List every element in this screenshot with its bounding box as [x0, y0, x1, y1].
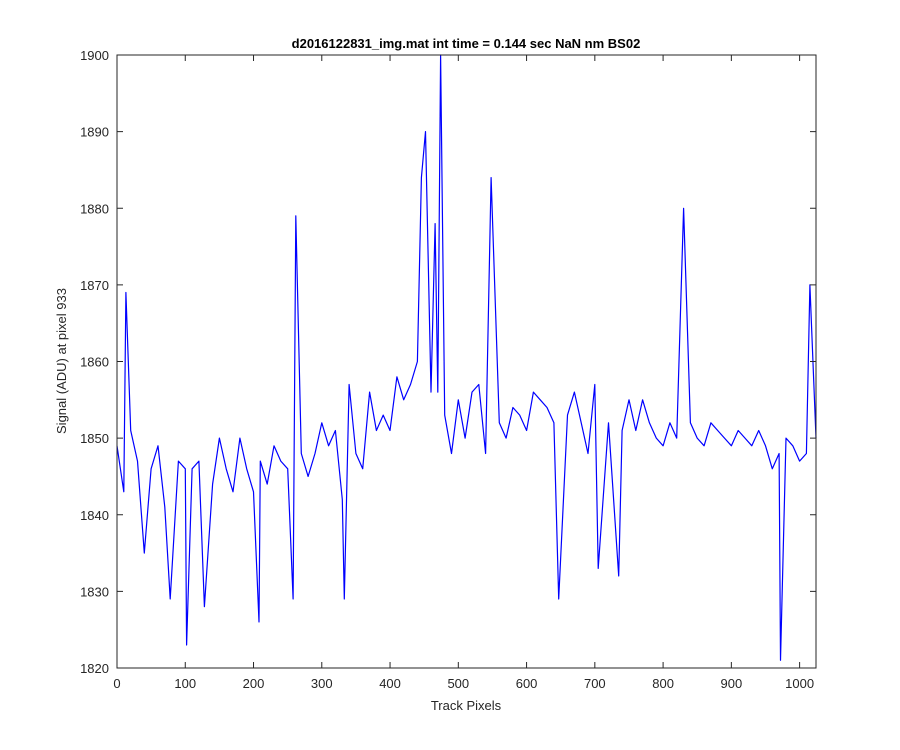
- x-tick-label-0: 0: [113, 676, 120, 691]
- y-tick-label-5: 1870: [80, 278, 109, 293]
- y-axis-label: Signal (ADU) at pixel 933: [54, 288, 69, 434]
- y-tick-label-6: 1880: [80, 201, 109, 216]
- x-tick-label-6: 600: [516, 676, 538, 691]
- x-tick-label-2: 200: [243, 676, 265, 691]
- chart-title: d2016122831_img.mat int time = 0.144 sec…: [292, 36, 641, 51]
- y-tick-label-8: 1900: [80, 48, 109, 63]
- x-tick-label-1: 100: [174, 676, 196, 691]
- x-tick-label-10: 1000: [785, 676, 814, 691]
- y-tick-label-7: 1890: [80, 125, 109, 140]
- y-tick-label-1: 1830: [80, 584, 109, 599]
- series-layer: [116, 54, 817, 661]
- y-tick-label-3: 1850: [80, 431, 109, 446]
- y-tick-label-4: 1860: [80, 355, 109, 370]
- x-tick-label-5: 500: [447, 676, 469, 691]
- series-line-0: [116, 54, 817, 661]
- x-tick-label-7: 700: [584, 676, 606, 691]
- x-tick-label-9: 900: [721, 676, 743, 691]
- x-tick-label-4: 400: [379, 676, 401, 691]
- y-tick-label-0: 1820: [80, 661, 109, 676]
- tick-layer: 0 100 200 300 400 500 600 700 800 900 1000 1820 1830…: [80, 48, 816, 691]
- x-tick-label-8: 800: [652, 676, 674, 691]
- y-tick-label-2: 1840: [80, 508, 109, 523]
- x-axis-label: Track Pixels: [431, 698, 502, 713]
- x-tick-label-3: 300: [311, 676, 333, 691]
- plot-background: [117, 55, 816, 668]
